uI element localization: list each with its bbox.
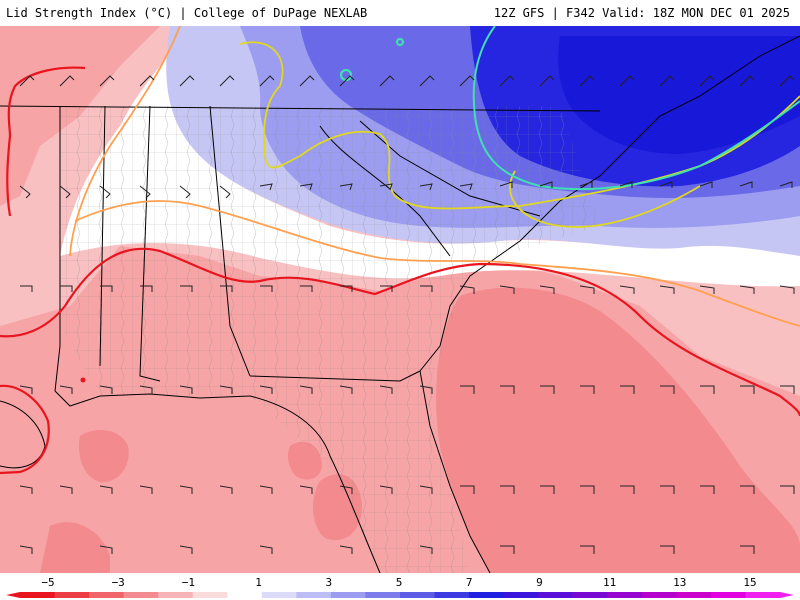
wind-barbs [19, 75, 795, 554]
contour-neg2-north [6, 66, 86, 217]
legend-tick-label: 1 [255, 576, 262, 589]
legend-swatch [710, 592, 746, 598]
product-title: Lid Strength Index (°C) | College of DuP… [6, 6, 368, 20]
legend-tick-label: 9 [536, 576, 543, 589]
legend-arrow-left [6, 592, 20, 598]
legend-tick-label: 11 [603, 576, 616, 589]
legend-swatch [192, 592, 228, 598]
fill-warm-offshore [436, 287, 800, 573]
contour-neg2-main [0, 247, 800, 417]
legend-swatch [503, 592, 539, 598]
legend-swatch [20, 592, 56, 598]
legend-swatch [745, 592, 781, 598]
legend-labels: −5 −3 −1 1 3 5 7 9 11 13 15 [41, 576, 756, 589]
legend-swatch [572, 592, 608, 598]
legend-swatch [54, 592, 90, 598]
legend-swatch [607, 592, 643, 598]
legend-tick-label: 5 [396, 576, 403, 589]
legend-arrow-right [780, 592, 794, 598]
legend-tick-label: 3 [325, 576, 332, 589]
legend-color-bar [6, 592, 794, 598]
legend-tick-label: 15 [743, 576, 756, 589]
color-scale-legend: −5 −3 −1 1 3 5 7 9 11 13 15 [0, 573, 800, 600]
legend-tick-label: 7 [466, 576, 473, 589]
legend-swatch [434, 592, 470, 598]
legend-swatch [400, 592, 436, 598]
fill-warm-gulf-1 [78, 430, 129, 483]
contour-pos2-ring [509, 170, 701, 228]
contour-zero-main [74, 200, 800, 327]
contour-zero-north [69, 26, 181, 257]
legend-swatch [469, 592, 505, 598]
legend-swatch [365, 592, 401, 598]
fill-warm-sw-corner [40, 522, 110, 573]
contour-pos6 [472, 26, 800, 191]
legend-swatch [676, 592, 712, 598]
model-valid-time: 12Z GFS | F342 Valid: 18Z MON DEC 01 202… [493, 6, 790, 20]
contour-pos6-small-2 [395, 37, 405, 47]
header-bar: Lid Strength Index (°C) | College of DuP… [0, 0, 800, 26]
legend-swatch [158, 592, 194, 598]
legend-tick-label: −1 [182, 576, 195, 589]
legend-swatch [89, 592, 125, 598]
legend-swatch [261, 592, 297, 598]
legend-swatch [296, 592, 332, 598]
legend-tick-label: −5 [41, 576, 54, 589]
county-lines [60, 106, 600, 573]
map-panel [0, 26, 800, 573]
legend-tick-label: 13 [673, 576, 686, 589]
legend-swatch [123, 592, 159, 598]
red-dot-marker [80, 377, 86, 383]
legend-swatch [538, 592, 574, 598]
legend-swatch [227, 592, 263, 598]
fill-stable-core-inner [558, 36, 800, 154]
contour-neg2-gulf [0, 384, 50, 475]
contour-lines [0, 26, 800, 475]
legend-swatch [330, 592, 366, 598]
legend-tick-label: −3 [112, 576, 125, 589]
legend-swatch [641, 592, 677, 598]
